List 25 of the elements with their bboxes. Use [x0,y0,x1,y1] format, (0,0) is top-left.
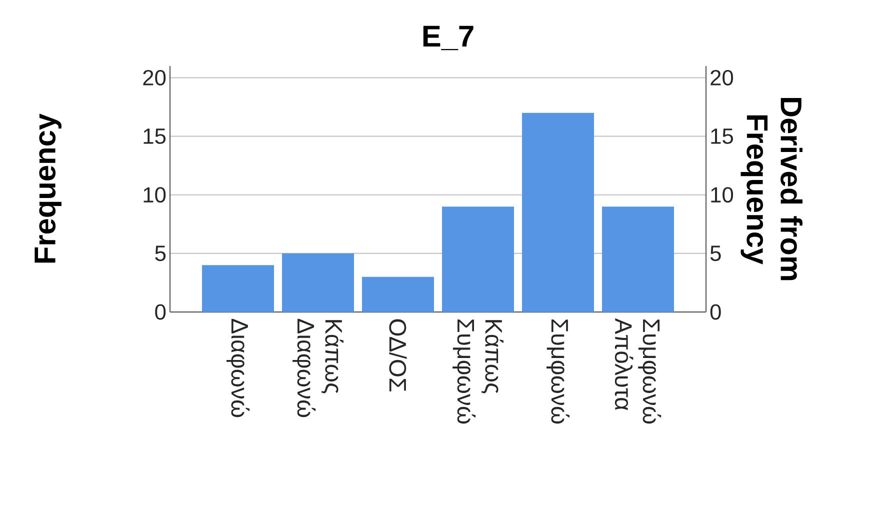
y-axis-title: Frequency [34,114,62,263]
chart-title: E_7 [423,26,474,50]
y-tick-label: 20 [143,70,166,86]
y2-tick-label: 10 [711,187,734,203]
y2-axis-title: Derived from Frequency [740,98,802,280]
y-tick-label: 10 [144,187,166,203]
x-tick-label: Κάπως Διαφωνώ [292,318,344,418]
x-tick-label: ΟΔ/ΟΣ [389,319,407,392]
bar [602,206,674,312]
bar [202,265,274,312]
x-tick-label: Συμφωνώ Απόλυτα [614,318,662,424]
bar [282,253,354,312]
y-tick-label: 15 [144,128,166,144]
y2-tick-label: 15 [711,128,733,144]
y-tick-label: 5 [155,246,166,262]
y2-tick-label: 20 [710,70,734,86]
x-tick-label: Διαφωνώ [226,318,250,418]
bar [442,206,514,312]
y2-tick-label: 5 [710,246,721,262]
bar [362,276,434,312]
y2-tick-label: 0 [710,304,721,320]
y-tick-label: 0 [155,304,166,320]
bar [522,112,594,312]
x-tick-label: Κάπως Συμφωνώ [452,319,504,424]
x-tick-label: Συμφωνώ [546,319,570,424]
